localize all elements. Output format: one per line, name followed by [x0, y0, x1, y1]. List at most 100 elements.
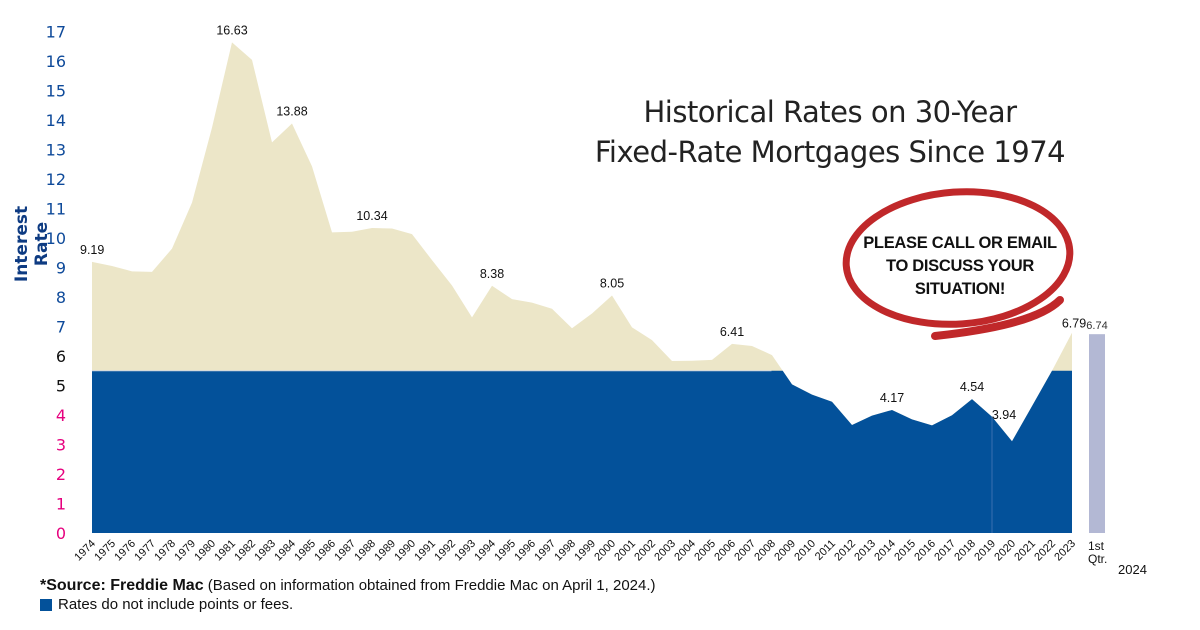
svg-text:1987: 1987: [332, 538, 358, 564]
callout-message: PLEASE CALL OR EMAIL TO DISCUSS YOUR SIT…: [860, 232, 1060, 301]
svg-text:4.17: 4.17: [880, 391, 904, 405]
svg-text:9.19: 9.19: [80, 243, 104, 257]
svg-text:2009: 2009: [772, 538, 798, 564]
svg-text:5: 5: [56, 377, 66, 396]
svg-text:2011: 2011: [813, 538, 838, 563]
svg-text:8.38: 8.38: [480, 267, 504, 281]
chart-title: Historical Rates on 30-Year Fixed-Rate M…: [560, 92, 1100, 172]
area-series: 6.74: [92, 42, 1108, 533]
svg-text:1974: 1974: [72, 538, 98, 564]
svg-text:1996: 1996: [512, 538, 538, 564]
svg-text:1981: 1981: [212, 538, 238, 564]
svg-text:1984: 1984: [272, 538, 298, 564]
svg-text:1979: 1979: [172, 538, 198, 564]
callout-line3: SITUATION!: [914, 280, 1006, 298]
svg-text:10.34: 10.34: [356, 209, 387, 223]
svg-text:2019: 2019: [972, 538, 998, 564]
svg-text:1991: 1991: [412, 538, 438, 564]
svg-text:1999: 1999: [572, 538, 598, 564]
svg-text:2018: 2018: [952, 538, 978, 564]
svg-text:14: 14: [46, 111, 66, 130]
source-note: *Source: Freddie Mac (Based on informati…: [40, 576, 656, 595]
svg-text:2017: 2017: [932, 538, 958, 564]
svg-text:1982: 1982: [232, 538, 258, 564]
svg-text:6.79: 6.79: [1062, 317, 1086, 331]
svg-text:1986: 1986: [312, 538, 338, 564]
callout-ring-icon: [842, 188, 1074, 340]
svg-text:6.74: 6.74: [1086, 320, 1107, 332]
svg-text:8.05: 8.05: [600, 277, 624, 291]
svg-text:2016: 2016: [912, 538, 938, 564]
svg-text:2023: 2023: [1052, 538, 1078, 564]
svg-text:2000: 2000: [592, 538, 618, 564]
svg-text:1978: 1978: [152, 538, 178, 564]
svg-text:8: 8: [56, 288, 66, 307]
svg-text:1990: 1990: [392, 538, 418, 564]
source-label: *Source: Freddie Mac: [40, 577, 204, 594]
source-detail: (Based on information obtained from Fred…: [203, 577, 656, 594]
extra-bar-label-line2: Qtr.: [1088, 552, 1108, 566]
svg-text:2012: 2012: [832, 538, 858, 564]
svg-text:1975: 1975: [92, 538, 118, 564]
legend-note: Rates do not include points or fees.: [40, 595, 656, 614]
svg-text:1989: 1989: [372, 538, 398, 564]
svg-text:2013: 2013: [852, 538, 878, 564]
svg-text:4.54: 4.54: [960, 380, 984, 394]
extra-bar-label-line1: 1st: [1088, 539, 1105, 553]
svg-text:1988: 1988: [352, 538, 378, 564]
svg-text:9: 9: [56, 259, 66, 278]
svg-text:2004: 2004: [672, 538, 698, 564]
svg-text:1980: 1980: [192, 538, 218, 564]
svg-text:7: 7: [56, 318, 66, 337]
svg-text:0: 0: [56, 524, 66, 543]
legend-swatch-icon: [40, 598, 52, 611]
svg-text:1993: 1993: [452, 538, 478, 564]
svg-text:6.41: 6.41: [720, 325, 744, 339]
svg-text:11: 11: [46, 200, 66, 219]
callout-line2: TO DISCUSS YOUR: [885, 257, 1034, 275]
x-axis-ticks: 1974197519761977197819791980198119821983…: [72, 538, 1078, 564]
svg-text:2021: 2021: [1012, 538, 1038, 564]
data-labels: 9.19 16.63 13.88 10.34 8.38 8.05 6.41 4.17 4.54 3…: [80, 23, 1086, 421]
svg-text:12: 12: [46, 170, 66, 189]
svg-text:13: 13: [46, 141, 66, 160]
svg-text:15: 15: [46, 82, 66, 101]
svg-text:2008: 2008: [752, 538, 778, 564]
callout-line1: PLEASE CALL OR EMAIL: [863, 234, 1057, 252]
chart-title-line1: Historical Rates on 30-Year: [643, 95, 1017, 129]
svg-text:2022: 2022: [1032, 538, 1058, 564]
svg-text:1977: 1977: [132, 538, 158, 564]
svg-text:2015: 2015: [892, 538, 918, 564]
svg-text:1997: 1997: [532, 538, 558, 564]
svg-text:2006: 2006: [712, 538, 738, 564]
svg-text:1994: 1994: [472, 538, 498, 564]
svg-text:2002: 2002: [632, 538, 658, 564]
footer: *Source: Freddie Mac (Based on informati…: [40, 576, 656, 614]
svg-text:16.63: 16.63: [216, 23, 247, 37]
svg-text:2005: 2005: [692, 538, 718, 564]
extra-bar-year: 2024: [1118, 562, 1147, 577]
svg-text:3: 3: [56, 436, 66, 455]
svg-text:1: 1: [56, 495, 66, 514]
svg-text:1985: 1985: [292, 538, 318, 564]
y-axis-label: Interest Rate: [12, 205, 52, 283]
svg-text:16: 16: [46, 52, 66, 71]
svg-text:2014: 2014: [872, 538, 898, 564]
svg-text:2001: 2001: [612, 538, 638, 564]
chart-title-line2: Fixed-Rate Mortgages Since 1974: [594, 135, 1066, 169]
svg-text:1992: 1992: [432, 538, 458, 564]
svg-text:3.94: 3.94: [992, 408, 1016, 422]
svg-text:10: 10: [46, 229, 66, 248]
svg-text:1998: 1998: [552, 538, 578, 564]
legend-note-text: Rates do not include points or fees.: [58, 596, 294, 613]
svg-text:2003: 2003: [652, 538, 678, 564]
svg-text:17: 17: [46, 23, 66, 42]
svg-text:2: 2: [56, 465, 66, 484]
svg-text:4: 4: [56, 406, 66, 425]
extra-bar-label: 1st Qtr.: [1088, 540, 1107, 566]
svg-text:2020: 2020: [992, 538, 1018, 564]
svg-text:2007: 2007: [732, 538, 758, 564]
svg-text:6: 6: [56, 347, 66, 366]
